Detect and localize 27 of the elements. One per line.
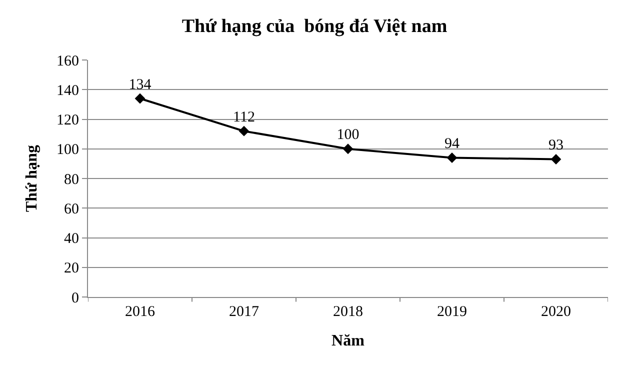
x-axis-title: Năm — [332, 332, 366, 350]
y-axis-title: Thứ hạng — [23, 145, 40, 212]
y-tick-label: 60 — [64, 201, 79, 218]
y-tick-label: 140 — [56, 82, 79, 99]
point — [446, 152, 458, 163]
point — [134, 93, 146, 104]
data-label: 112 — [233, 109, 255, 126]
x-tick-label: 2017 — [229, 304, 260, 320]
x-tick-label: 2019 — [437, 304, 467, 320]
data-label: 94 — [444, 136, 460, 152]
point — [238, 126, 250, 136]
data-label: 100 — [336, 127, 360, 144]
y-tick-label: 40 — [64, 231, 79, 247]
data-label: 93 — [548, 137, 564, 154]
point — [550, 154, 562, 164]
chart-title: Thứ hạng của bóng đá Việt nam — [182, 16, 448, 38]
x-tick-label: 2018 — [333, 304, 363, 320]
y-tick-label: 160 — [56, 53, 79, 70]
y-tick-label: 80 — [64, 172, 79, 188]
x-tick-label: 2020 — [541, 304, 571, 320]
y-tick-label: 100 — [56, 142, 79, 158]
y-tick-label: 120 — [56, 112, 79, 128]
point — [342, 144, 354, 154]
y-tick-label: 20 — [64, 260, 79, 277]
x-tick-label: 2016 — [125, 304, 156, 320]
data-label: 134 — [128, 76, 152, 93]
y-tick-label: 0 — [72, 290, 79, 306]
